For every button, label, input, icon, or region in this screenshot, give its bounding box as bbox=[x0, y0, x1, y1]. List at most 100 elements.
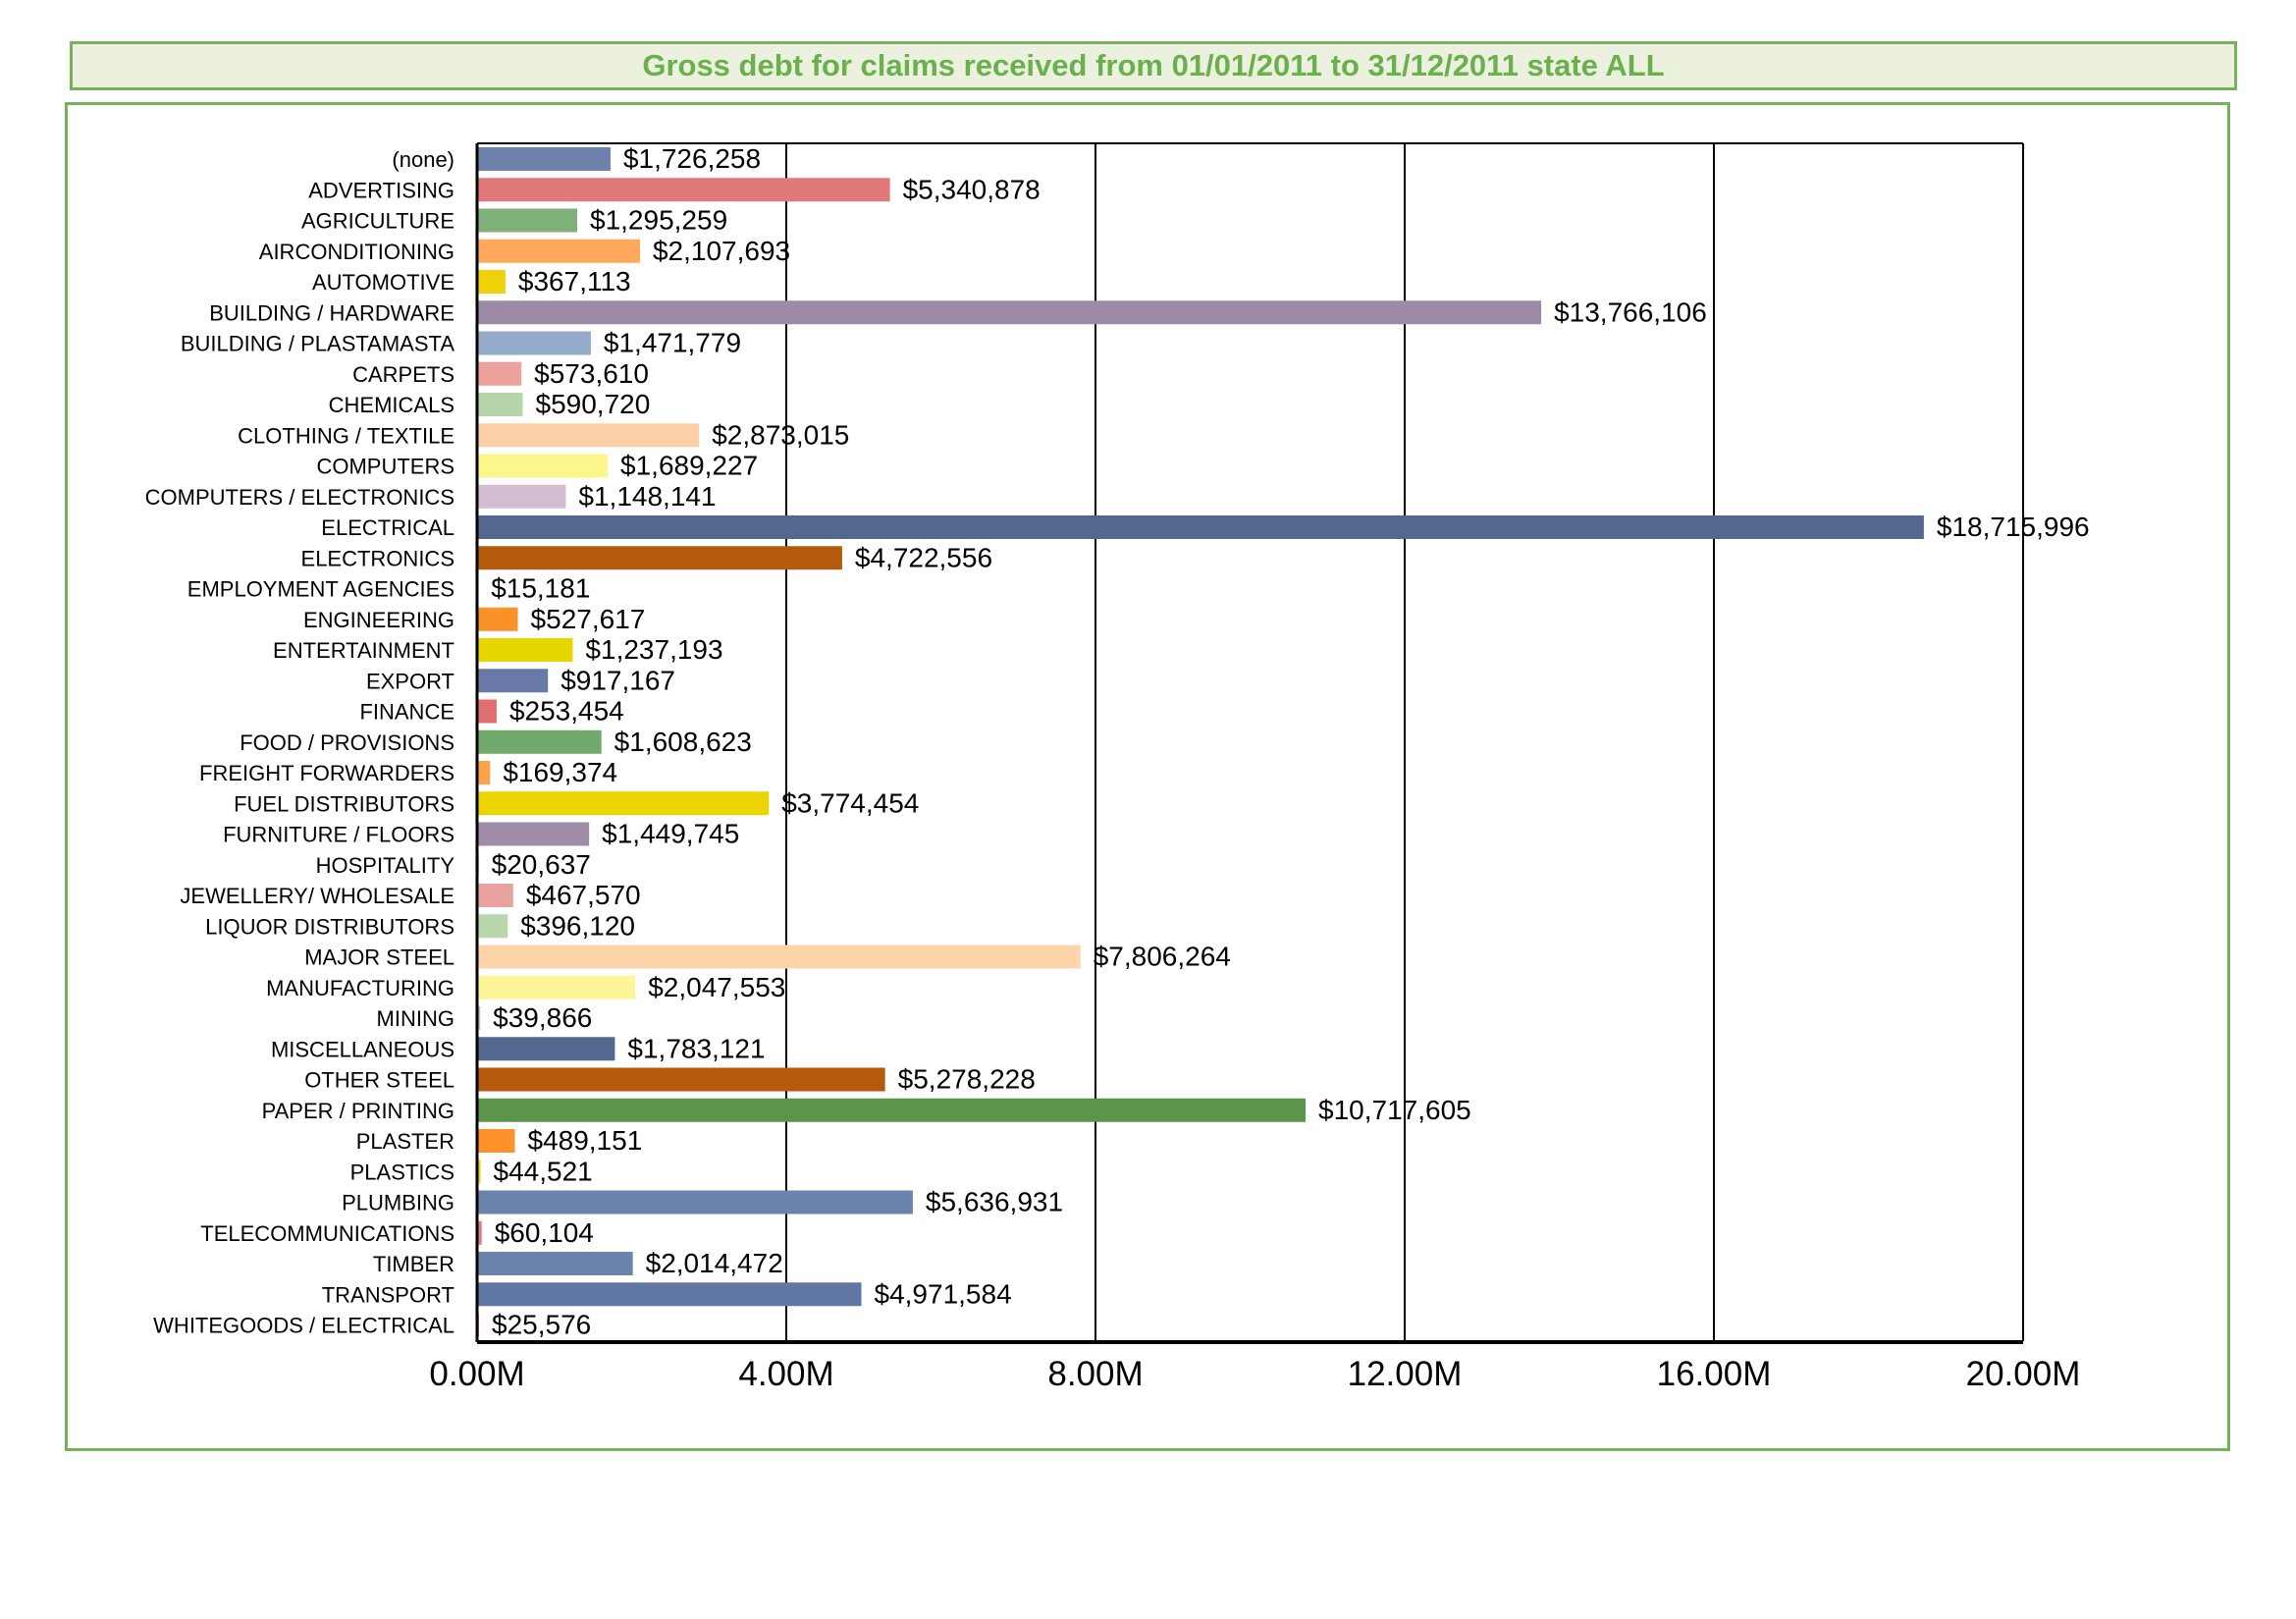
data-label: $25,576 bbox=[492, 1310, 591, 1340]
data-label: $1,608,623 bbox=[614, 727, 752, 757]
bar bbox=[477, 515, 1924, 539]
data-label: $3,774,454 bbox=[781, 787, 919, 818]
data-label: $1,295,259 bbox=[590, 205, 727, 236]
data-label: $1,471,779 bbox=[604, 328, 741, 358]
category-label: TIMBER bbox=[373, 1252, 454, 1276]
x-tick-label: 8.00M bbox=[1047, 1355, 1143, 1393]
category-label: CHEMICALS bbox=[329, 393, 454, 417]
data-labels: $1,726,258 $5,340,878 $1,295,259$2,107,693… bbox=[491, 143, 2089, 1340]
x-axis-tick-labels: 0.00M 4.00M 8.00M 12.00M 16.00M 20.00M bbox=[429, 1355, 2080, 1393]
data-label: $169,374 bbox=[503, 757, 617, 787]
data-label: $489,151 bbox=[528, 1125, 643, 1156]
data-label: $2,047,553 bbox=[648, 972, 785, 1002]
data-label: $39,866 bbox=[493, 1002, 592, 1033]
category-label: FUEL DISTRIBUTORS bbox=[234, 791, 454, 816]
data-label: $590,720 bbox=[536, 389, 651, 419]
category-label: BUILDING / PLASTAMASTA bbox=[181, 332, 454, 356]
axes bbox=[475, 143, 2023, 1344]
data-label: $367,113 bbox=[518, 266, 631, 297]
data-label: $20,637 bbox=[492, 849, 591, 880]
data-label: $4,971,584 bbox=[875, 1278, 1012, 1309]
chart-title-box: Gross debt for claims received from 01/0… bbox=[70, 41, 2237, 90]
bar bbox=[477, 669, 549, 693]
category-label: FREIGHT FORWARDERS bbox=[199, 761, 454, 785]
data-label: $396,120 bbox=[520, 910, 635, 941]
category-label: ELECTRICAL bbox=[321, 515, 454, 540]
data-label: $5,636,931 bbox=[926, 1187, 1063, 1217]
gridlines bbox=[477, 142, 2024, 1341]
data-label: $1,783,121 bbox=[627, 1033, 765, 1063]
category-label: CARPETS bbox=[352, 362, 454, 387]
bar bbox=[477, 822, 590, 846]
data-label: $1,449,745 bbox=[602, 819, 739, 849]
bar bbox=[477, 361, 522, 386]
category-label: MISCELLANEOUS bbox=[271, 1037, 454, 1061]
data-label: $44,521 bbox=[494, 1156, 593, 1186]
bar bbox=[477, 791, 770, 816]
bar bbox=[477, 884, 513, 907]
category-label: CLOTHING / TEXTILE bbox=[238, 423, 454, 448]
bar bbox=[477, 1160, 481, 1184]
category-label: MANUFACTURING bbox=[266, 976, 454, 1000]
category-label: ELECTRONICS bbox=[301, 546, 454, 570]
bar bbox=[477, 607, 518, 631]
category-label: AIRCONDITIONING bbox=[259, 240, 454, 264]
bar bbox=[477, 239, 640, 263]
category-label: TELECOMMUNICATIONS bbox=[200, 1221, 454, 1246]
bar bbox=[477, 699, 497, 724]
category-label: PLUMBING bbox=[342, 1191, 454, 1215]
category-label: OTHER STEEL bbox=[304, 1068, 454, 1093]
category-label: EMPLOYMENT AGENCIES bbox=[187, 577, 454, 602]
category-label: (none) bbox=[392, 147, 454, 172]
bar bbox=[477, 1006, 481, 1030]
bar bbox=[477, 331, 591, 355]
category-label: WHITEGOODS / ELECTRICAL bbox=[153, 1314, 454, 1338]
data-label: $5,340,878 bbox=[903, 174, 1041, 204]
data-label: $15,181 bbox=[491, 573, 590, 604]
category-label: ENTERTAINMENT bbox=[273, 638, 454, 663]
x-tick-label: 12.00M bbox=[1348, 1355, 1463, 1393]
data-label: $573,610 bbox=[534, 358, 649, 389]
category-labels: (none) ADVERTISING AGRICULTURE AIRCONDITION… bbox=[145, 147, 455, 1338]
data-label: $7,806,264 bbox=[1094, 942, 1231, 972]
data-label: $18,715,996 bbox=[1937, 512, 2090, 542]
bar bbox=[477, 423, 700, 448]
x-tick-label: 4.00M bbox=[738, 1355, 833, 1393]
category-label: PLASTICS bbox=[350, 1160, 454, 1184]
category-label: FURNITURE / FLOORS bbox=[223, 823, 454, 847]
chart-title: Gross debt for claims received from 01/0… bbox=[642, 48, 1665, 82]
category-label: PAPER / PRINTING bbox=[262, 1099, 454, 1123]
data-label: $917,167 bbox=[561, 665, 675, 695]
category-label: BUILDING / HARDWARE bbox=[209, 300, 454, 325]
bar bbox=[477, 1282, 862, 1307]
data-label: $60,104 bbox=[495, 1217, 594, 1248]
category-label: ADVERTISING bbox=[308, 178, 454, 202]
category-label: FINANCE bbox=[359, 700, 454, 725]
bar bbox=[477, 300, 1542, 325]
data-label: $1,148,141 bbox=[578, 481, 716, 512]
bar bbox=[477, 270, 506, 294]
bar bbox=[477, 147, 611, 171]
category-label: MINING bbox=[377, 1006, 454, 1031]
bar bbox=[477, 638, 573, 662]
data-label: $253,454 bbox=[509, 696, 624, 727]
bar bbox=[477, 761, 491, 784]
category-label: PLASTER bbox=[356, 1129, 454, 1154]
category-label: FOOD / PROVISIONS bbox=[240, 730, 454, 755]
category-label: LIQUOR DISTRIBUTORS bbox=[205, 914, 454, 939]
bar bbox=[477, 1190, 913, 1214]
data-label: $4,722,556 bbox=[855, 542, 992, 572]
category-label: ENGINEERING bbox=[303, 608, 454, 632]
bar bbox=[477, 1037, 615, 1061]
x-tick-label: 16.00M bbox=[1657, 1355, 1772, 1393]
category-label: TRANSPORT bbox=[322, 1282, 454, 1307]
category-label: AGRICULTURE bbox=[301, 209, 454, 234]
data-label: $2,014,472 bbox=[646, 1248, 783, 1278]
chart-frame bbox=[65, 102, 2230, 1451]
data-label: $1,237,193 bbox=[585, 634, 722, 665]
bar bbox=[477, 393, 523, 416]
bar bbox=[477, 729, 602, 754]
data-label: $467,570 bbox=[526, 880, 641, 910]
bar bbox=[477, 1252, 633, 1275]
